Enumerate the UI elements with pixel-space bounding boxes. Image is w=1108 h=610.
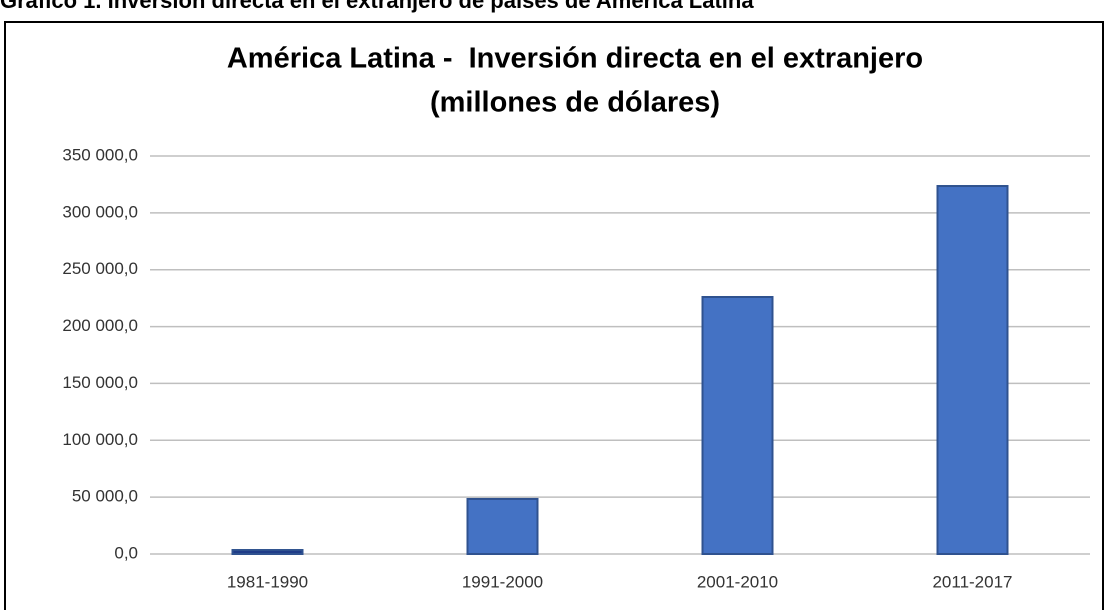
chart-title: (millones de dólares) bbox=[430, 87, 720, 119]
bar bbox=[701, 296, 774, 555]
y-tick-label: 50 000,0 bbox=[72, 487, 138, 506]
x-tick-label: 2001-2010 bbox=[697, 572, 778, 591]
y-tick-label: 250 000,0 bbox=[62, 259, 138, 278]
bar bbox=[936, 185, 1009, 555]
y-tick-label: 100 000,0 bbox=[62, 430, 138, 449]
y-tick-label: 300 000,0 bbox=[62, 202, 138, 221]
bar bbox=[231, 549, 304, 556]
y-tick-label: 0,0 bbox=[114, 543, 138, 562]
x-tick-label: 2011-2017 bbox=[932, 572, 1012, 591]
chart-title: América Latina - Inversión directa en el… bbox=[227, 43, 923, 75]
chart-frame bbox=[4, 21, 1104, 610]
x-tick-label: 1981-1990 bbox=[227, 572, 308, 591]
page-heading: Gráfico 1. Inversión directa en el extra… bbox=[0, 0, 754, 13]
y-tick-label: 200 000,0 bbox=[62, 316, 138, 335]
x-tick-label: 1991-2000 bbox=[462, 572, 543, 591]
y-tick-label: 350 000,0 bbox=[62, 145, 138, 164]
y-tick-label: 150 000,0 bbox=[62, 373, 138, 392]
bar bbox=[466, 497, 539, 555]
